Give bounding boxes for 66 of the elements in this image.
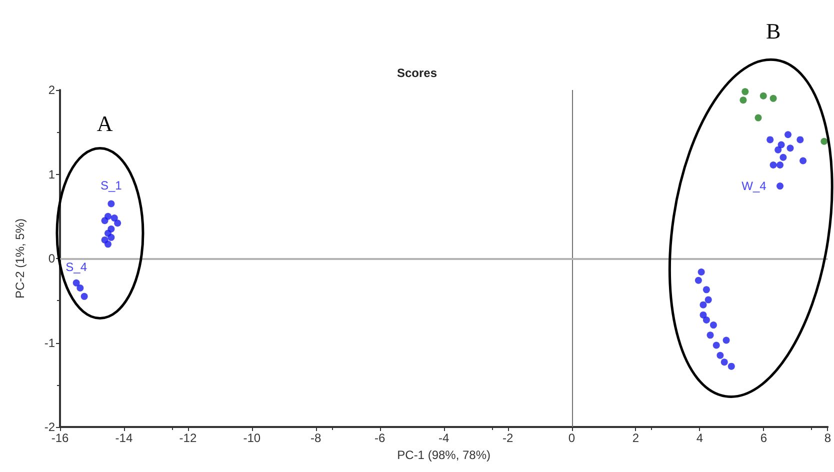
y-tick-label: -2 — [44, 420, 56, 434]
point — [110, 214, 118, 222]
annotation: S_1 — [100, 178, 122, 193]
point — [800, 157, 807, 164]
point — [716, 352, 724, 359]
x-axis-title: PC-1 (98%, 78%) — [397, 448, 491, 462]
point — [702, 316, 710, 324]
x-tick-label: -14 — [115, 431, 133, 445]
x-tick-label: -2 — [502, 431, 514, 445]
point — [700, 301, 707, 308]
annotation: W_4 — [742, 179, 767, 194]
point — [770, 161, 777, 168]
point — [704, 296, 712, 304]
x-tick-label: -10 — [243, 431, 261, 445]
point — [76, 284, 84, 292]
y-tick-label: -1 — [44, 336, 56, 350]
point — [712, 342, 720, 349]
point — [728, 362, 735, 370]
point — [774, 146, 782, 154]
annotation: S_4 — [66, 260, 88, 274]
point — [710, 322, 717, 329]
annotation: A — [96, 111, 113, 136]
point — [80, 292, 88, 300]
point — [742, 88, 749, 96]
text: B — [766, 18, 781, 44]
point — [784, 131, 792, 138]
point — [766, 136, 774, 144]
x-tick-label: 2 — [632, 431, 640, 445]
x-tick-label: 0 — [568, 431, 576, 445]
x-tick-label: -6 — [374, 431, 386, 445]
point — [786, 144, 794, 152]
point — [694, 276, 702, 284]
point — [698, 268, 705, 276]
point — [702, 286, 710, 294]
x-tick-label: 4 — [696, 431, 704, 445]
x-tick-label: -4 — [438, 431, 450, 445]
point — [720, 358, 728, 366]
chart-title: Scores — [396, 66, 438, 80]
point — [770, 94, 777, 102]
point — [754, 114, 762, 122]
point — [706, 332, 714, 339]
point — [700, 311, 707, 318]
x-tick-label: -8 — [310, 431, 322, 445]
point — [108, 200, 115, 208]
point — [796, 136, 804, 144]
y-axis-title: PC-2 (1%, 5%) — [13, 218, 27, 299]
y-tick-label: 1 — [48, 167, 56, 182]
point — [722, 336, 730, 344]
x-tick-label: -12 — [179, 431, 197, 445]
point — [760, 92, 767, 100]
x-tick-label: 8 — [824, 431, 832, 445]
point — [820, 138, 828, 145]
y-tick-label: 2 — [48, 83, 56, 97]
x-tick-label: -16 — [51, 431, 69, 445]
point — [108, 234, 115, 241]
point — [104, 240, 112, 248]
x-tick-label: 6 — [760, 431, 768, 445]
point — [778, 141, 785, 148]
point — [740, 96, 747, 104]
y-tick-label: 0 — [48, 252, 56, 266]
point — [72, 279, 80, 286]
point — [780, 154, 787, 161]
point — [776, 182, 784, 190]
point — [114, 220, 122, 227]
point — [101, 217, 108, 224]
point — [776, 161, 784, 168]
